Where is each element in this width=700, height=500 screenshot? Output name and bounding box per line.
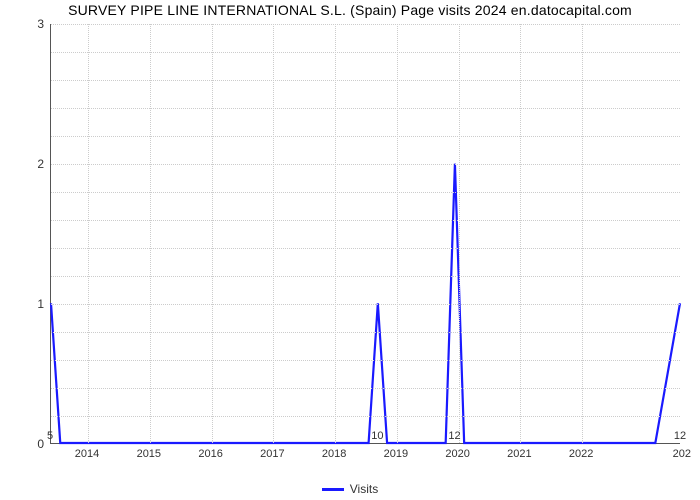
legend-label: Visits [350,482,378,496]
x-tick-label: 2015 [137,448,161,460]
gridline-vertical [212,24,213,443]
x-tick-label: 2018 [322,448,346,460]
gridline-vertical [150,24,151,443]
gridline-horizontal [51,304,680,305]
gridline-horizontal-minor [51,248,680,249]
legend: Visits [0,482,700,496]
gridline-vertical [459,24,460,443]
gridline-horizontal-minor [51,416,680,417]
x-secondary-tick-label: 10 [371,430,383,442]
gridline-horizontal-minor [51,136,680,137]
x-tick-label: 2021 [507,448,531,460]
x-tick-label: 2014 [75,448,99,460]
gridline-horizontal [51,24,680,25]
gridline-horizontal-minor [51,276,680,277]
gridline-vertical [582,24,583,443]
x-tick-label: 2022 [569,448,593,460]
legend-swatch [322,488,344,491]
y-tick-label: 0 [24,437,44,451]
y-tick-label: 3 [24,17,44,31]
gridline-horizontal-minor [51,192,680,193]
gridline-horizontal-minor [51,52,680,53]
gridline-vertical [397,24,398,443]
gridline-vertical [335,24,336,443]
x-tick-label: 2020 [445,448,469,460]
gridline-horizontal-minor [51,388,680,389]
chart-title: SURVEY PIPE LINE INTERNATIONAL S.L. (Spa… [0,2,700,18]
y-tick-label: 2 [24,157,44,171]
gridline-horizontal-minor [51,220,680,221]
gridline-vertical [88,24,89,443]
gridline-horizontal-minor [51,80,680,81]
x-tick-label: 2016 [198,448,222,460]
x-secondary-tick-label: 5 [47,430,53,442]
gridline-horizontal-minor [51,332,680,333]
gridline-horizontal [51,164,680,165]
chart-container: SURVEY PIPE LINE INTERNATIONAL S.L. (Spa… [0,0,700,500]
x-secondary-tick-label: 12 [674,430,686,442]
x-secondary-tick-label: 12 [448,430,460,442]
gridline-horizontal-minor [51,108,680,109]
gridline-vertical [273,24,274,443]
plot-area [50,24,680,444]
gridline-horizontal-minor [51,360,680,361]
x-tick-label: 202 [673,448,691,460]
x-tick-label: 2017 [260,448,284,460]
gridline-vertical [520,24,521,443]
x-tick-label: 2019 [384,448,408,460]
y-tick-label: 1 [24,297,44,311]
line-series [51,24,680,443]
